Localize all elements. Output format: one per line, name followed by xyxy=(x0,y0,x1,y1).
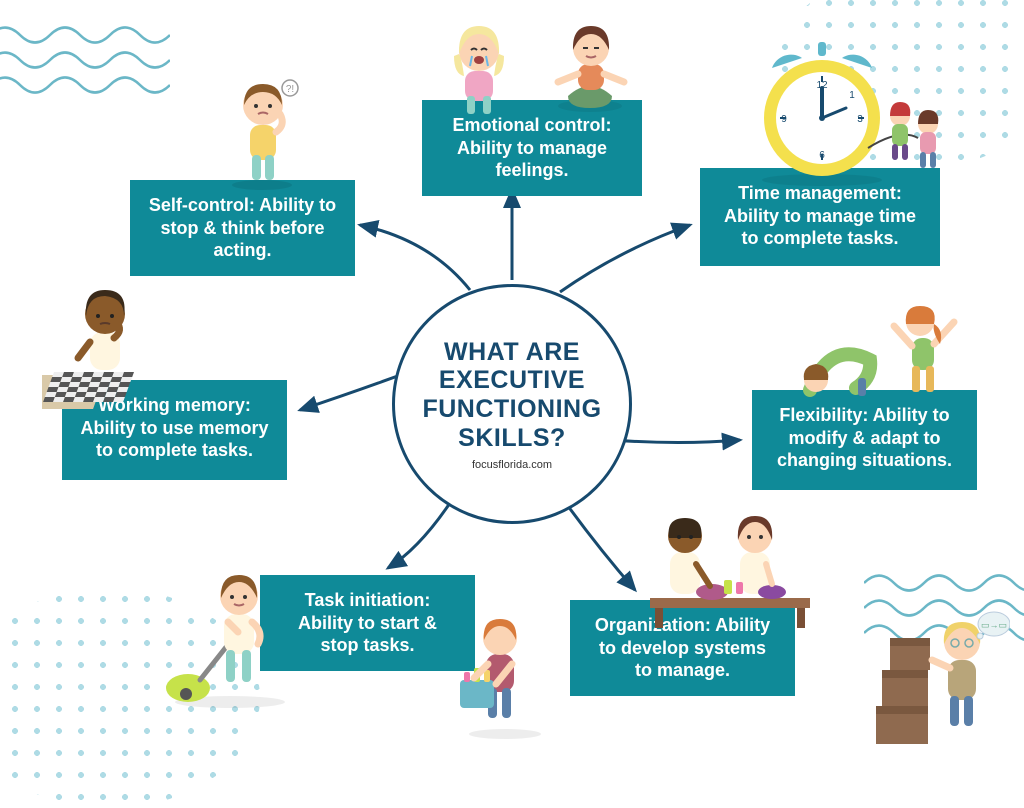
children-cooking-icon xyxy=(640,500,820,630)
card-self-control: Self-control: Ability to stop & think be… xyxy=(130,180,355,276)
svg-text:?!: ?! xyxy=(286,84,294,95)
child-chess-icon xyxy=(42,280,167,415)
card-text: Flexibility: Ability to modify & adapt t… xyxy=(777,405,952,470)
card-text: Self-control: Ability to stop & think be… xyxy=(149,195,336,260)
svg-text:▭→▭: ▭→▭ xyxy=(981,620,1007,630)
svg-text:9: 9 xyxy=(781,114,787,125)
alarm-clock-icon: 1213 69 xyxy=(740,38,950,188)
child-vacuuming-icon xyxy=(160,560,300,710)
card-flexibility: Flexibility: Ability to modify & adapt t… xyxy=(752,390,977,490)
card-text: Time management: Ability to manage time … xyxy=(724,183,916,248)
child-thinking-icon: ?! xyxy=(220,70,305,190)
child-stacking-boxes-icon: ▭→▭ xyxy=(870,590,1010,750)
svg-text:6: 6 xyxy=(819,150,825,161)
card-text: Task initiation: Ability to start & stop… xyxy=(298,590,437,655)
svg-text:3: 3 xyxy=(857,114,863,125)
center-subtitle: focusflorida.com xyxy=(472,459,552,471)
center-title: WHAT ARE EXECUTIVE FUNCTIONING SKILLS? xyxy=(415,338,609,453)
svg-text:1: 1 xyxy=(849,90,855,101)
wavy-lines-top-left xyxy=(0,20,170,110)
center-circle: WHAT ARE EXECUTIVE FUNCTIONING SKILLS? f… xyxy=(392,284,632,524)
card-text: Emotional control: Ability to manage fee… xyxy=(453,115,612,180)
child-carrying-box-icon xyxy=(450,610,560,740)
children-stretching-icon xyxy=(800,300,970,400)
children-emotions-icon xyxy=(440,16,640,116)
